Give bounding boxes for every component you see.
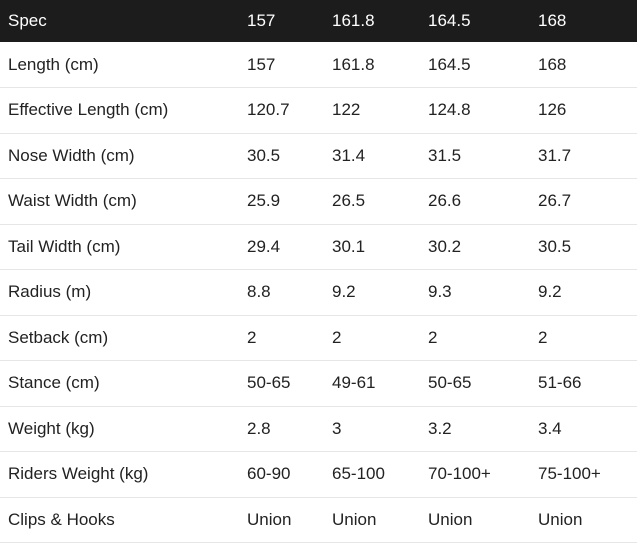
- table-cell: 50-65: [428, 373, 472, 393]
- table-cell: 9.2: [332, 282, 356, 302]
- table-row: Length (cm) 157 161.8 164.5 168: [0, 42, 637, 88]
- table-cell: 30.1: [332, 236, 366, 256]
- table-cell: 164.5: [428, 54, 471, 74]
- table-cell: 3.2: [428, 418, 452, 438]
- table-cell: Union: [538, 509, 583, 529]
- table-cell: 2: [428, 327, 438, 347]
- row-label: Riders Weight (kg): [8, 464, 149, 484]
- row-label: Nose Width (cm): [8, 145, 135, 165]
- row-label: Tail Width (cm): [8, 236, 121, 256]
- table-cell: 31.7: [538, 145, 572, 165]
- table-cell: Union: [428, 509, 473, 529]
- table-cell: 50-65: [247, 373, 291, 393]
- table-row: Effective Length (cm) 120.7 122 124.8 126: [0, 88, 637, 133]
- table-cell: 29.4: [247, 236, 281, 256]
- table-cell: 168: [538, 54, 567, 74]
- column-header: 157: [247, 11, 276, 30]
- table-row: Waist Width (cm) 25.9 26.5 26.6 26.7: [0, 179, 637, 224]
- row-label: Effective Length (cm): [8, 100, 169, 120]
- row-label: Radius (m): [8, 282, 92, 302]
- table-cell: Union: [247, 509, 292, 529]
- table-cell: 60-90: [247, 464, 291, 484]
- table-row: Radius (m) 8.8 9.2 9.3 9.2: [0, 270, 637, 315]
- table-cell: 2.8: [247, 418, 271, 438]
- column-header: Spec: [8, 11, 47, 30]
- table-cell: 9.2: [538, 282, 562, 302]
- table-header-row: Spec 157 161.8 164.5 168: [0, 0, 637, 42]
- column-header: 164.5: [428, 11, 471, 30]
- table-cell: 2: [247, 327, 257, 347]
- row-label: Waist Width (cm): [8, 191, 137, 211]
- table-cell: 8.8: [247, 282, 271, 302]
- table-cell: 9.3: [428, 282, 452, 302]
- table-cell: Union: [332, 509, 377, 529]
- column-header: 161.8: [332, 11, 375, 30]
- table-cell: 120.7: [247, 100, 290, 120]
- table-cell: 2: [538, 327, 548, 347]
- table-cell: 51-66: [538, 373, 582, 393]
- table-cell: 26.7: [538, 191, 572, 211]
- table-cell: 3.4: [538, 418, 562, 438]
- table-cell: 161.8: [332, 54, 375, 74]
- row-label: Weight (kg): [8, 418, 95, 438]
- table-cell: 65-100: [332, 464, 385, 484]
- row-label: Stance (cm): [8, 373, 100, 393]
- row-label: Setback (cm): [8, 327, 109, 347]
- table-cell: 70-100+: [428, 464, 491, 484]
- table-cell: 122: [332, 100, 361, 120]
- table-cell: 26.6: [428, 191, 462, 211]
- table-cell: 124.8: [428, 100, 471, 120]
- table-cell: 31.5: [428, 145, 462, 165]
- row-label: Clips & Hooks: [8, 509, 115, 529]
- table-cell: 49-61: [332, 373, 376, 393]
- table-row: Clips & Hooks Union Union Union Union: [0, 497, 637, 543]
- table-cell: 30.5: [538, 236, 572, 256]
- table-cell: 75-100+: [538, 464, 601, 484]
- table-cell: 157: [247, 54, 276, 74]
- table-cell: 3: [332, 418, 342, 438]
- table-cell: 26.5: [332, 191, 366, 211]
- table-cell: 126: [538, 100, 567, 120]
- table-row: Riders Weight (kg) 60-90 65-100 70-100+ 75-1…: [0, 452, 637, 497]
- table-row: Weight (kg) 2.8 3 3.2 3.4: [0, 406, 637, 452]
- table-cell: 2: [332, 327, 342, 347]
- table-cell: 30.5: [247, 145, 281, 165]
- table-cell: 31.4: [332, 145, 366, 165]
- table-row: Stance (cm) 50-65 49-61 50-65 51-66: [0, 361, 637, 406]
- row-label: Length (cm): [8, 54, 99, 74]
- table-cell: 25.9: [247, 191, 281, 211]
- table-row: Nose Width (cm) 30.5 31.4 31.5 31.7: [0, 133, 637, 179]
- table-row: Tail Width (cm) 29.4 30.1 30.2 30.5: [0, 224, 637, 270]
- column-header: 168: [538, 11, 567, 30]
- table-row: Setback (cm) 2 2 2 2: [0, 315, 637, 361]
- table-cell: 30.2: [428, 236, 462, 256]
